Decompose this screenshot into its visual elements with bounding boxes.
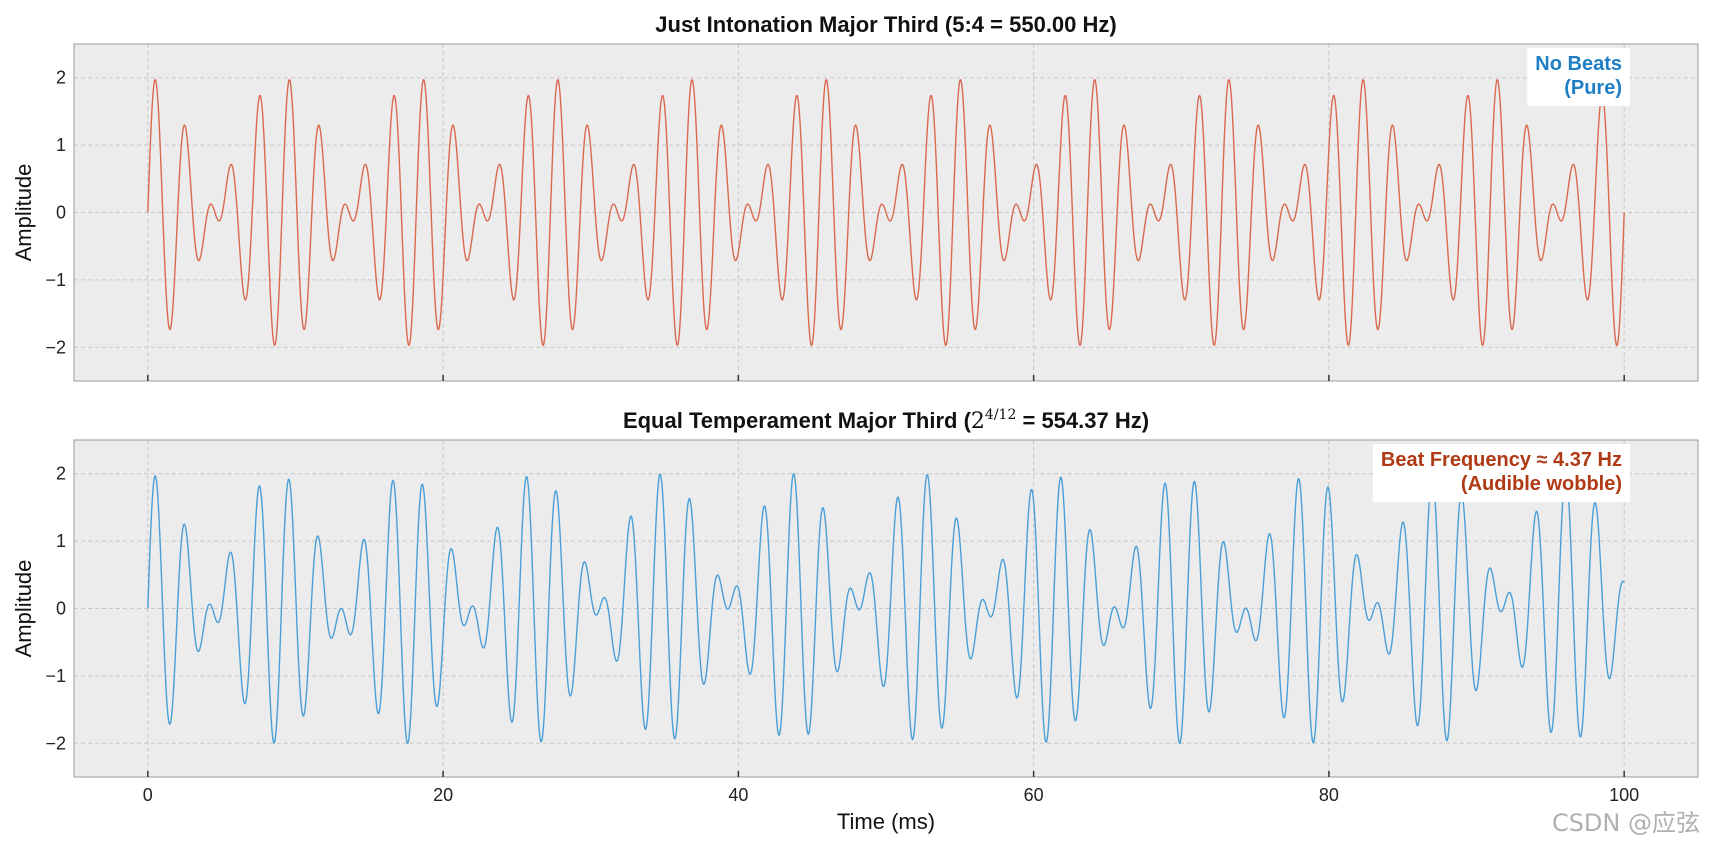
chart-title: Just Intonation Major Third (5:4 = 550.0…	[655, 12, 1116, 37]
plot-frame	[73, 43, 1699, 382]
y-tick-label: 1	[56, 135, 66, 155]
series-line-0	[147, 78, 1625, 347]
y-tick-label: −1	[45, 270, 66, 290]
chart-title: Equal Temperament Major Third (24/12 = 5…	[623, 407, 1149, 434]
y-tick-label: 1	[56, 531, 66, 551]
y-tick-label: 2	[56, 68, 66, 88]
y-tick-label: 2	[56, 464, 66, 484]
x-tick-label: 60	[1024, 785, 1044, 805]
y-tick-label: −2	[45, 733, 66, 753]
x-axis-label: Time (ms)	[837, 809, 935, 834]
series-line-0	[147, 472, 1625, 745]
plot-frame	[73, 439, 1699, 778]
x-tick-label: 0	[143, 785, 153, 805]
y-axis-label: Amplitude	[11, 560, 36, 658]
y-tick-label: 0	[56, 599, 66, 619]
panel-equal-temperament: 0 20 40 60 80 100 −2 −1 0 1 2 Amplitude Time (ms) Equ…	[11, 407, 1699, 834]
watermark: CSDN @应弦	[1551, 809, 1700, 837]
annotation-box: No Beats(Pure)	[1527, 48, 1630, 106]
x-tick-label: 40	[728, 785, 748, 805]
y-tick-label: −1	[45, 666, 66, 686]
y-tick-label: −2	[45, 337, 66, 357]
annotation-line: Beat Frequency ≈ 4.37 Hz	[1381, 449, 1622, 471]
x-tick-label: 100	[1609, 785, 1639, 805]
annotation-line: No Beats	[1535, 53, 1622, 75]
annotation-line: (Audible wobble)	[1461, 473, 1622, 495]
x-tick-label: 80	[1319, 785, 1339, 805]
annotation-box: Beat Frequency ≈ 4.37 Hz(Audible wobble)	[1372, 444, 1630, 502]
y-tick-label: 0	[56, 203, 66, 223]
panel-just-intonation: −2 −1 0 1 2 Amplitude Just Intonation Major Th…	[11, 12, 1699, 382]
annotation-line: (Pure)	[1564, 77, 1622, 99]
y-axis-label: Amplitude	[11, 164, 36, 262]
x-tick-label: 20	[433, 785, 453, 805]
